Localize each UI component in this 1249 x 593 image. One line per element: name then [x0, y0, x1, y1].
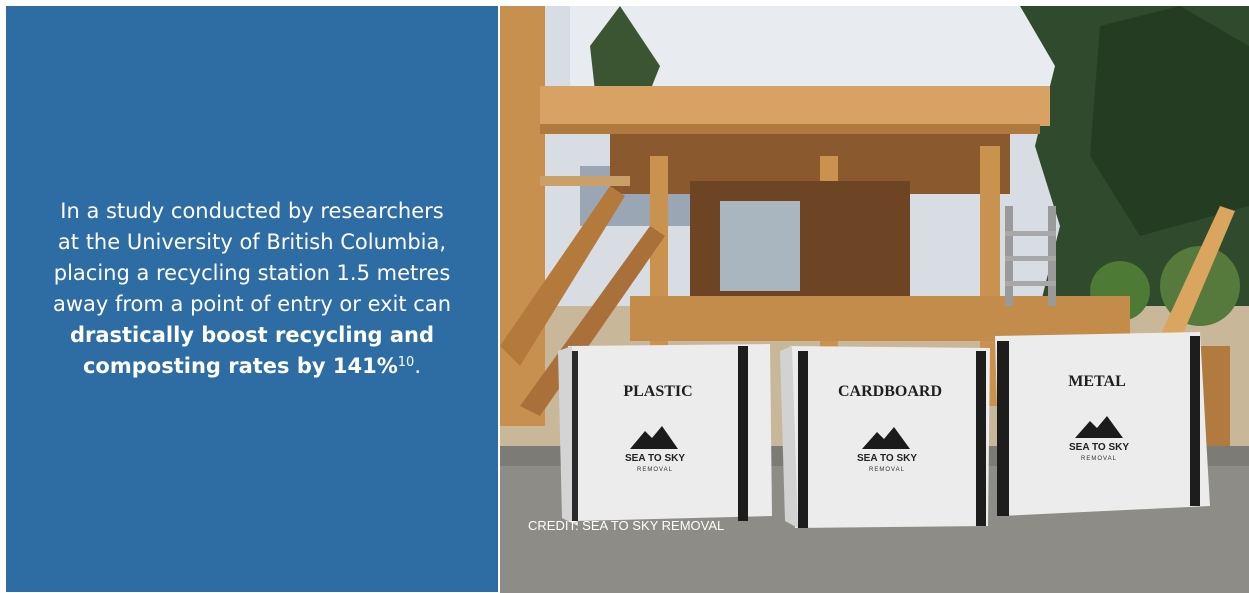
- photo-credit: CREDIT: SEA TO SKY REMOVAL: [528, 518, 724, 533]
- footnote-marker: 10: [397, 355, 415, 370]
- bag-brand: SEA TO SKY: [857, 453, 917, 464]
- bag-brand-sub: REMOVAL: [1081, 456, 1117, 462]
- info-panel: In a study conducted by researchers at t…: [6, 6, 498, 592]
- info-text: In a study conducted by researchers at t…: [17, 196, 487, 382]
- plastic-bag: PLASTIC SEA TO SKY REMOVAL: [558, 344, 772, 526]
- metal-bag: METAL SEA TO SKY REMOVAL: [995, 332, 1210, 516]
- bag-brand: SEA TO SKY: [625, 453, 685, 464]
- recycling-bags-photo: PLASTIC SEA TO SKY REMOVAL CARDBOARD SEA…: [500, 6, 1249, 593]
- cardboard-bag: CARDBOARD SEA TO SKY REMOVAL: [780, 346, 990, 528]
- bag-brand-sub: REMOVAL: [869, 467, 905, 473]
- info-line: away from a point of entry or exit can: [52, 292, 452, 316]
- info-line: placing a recycling station 1.5 metres: [53, 261, 451, 285]
- info-line: In a study conducted by researchers: [60, 199, 444, 223]
- info-bold-line: composting rates by 141%: [82, 354, 398, 378]
- wood-frame: [500, 6, 1235, 476]
- end-punctuation: .: [414, 354, 421, 378]
- info-bold-line: drastically boost recycling and: [69, 323, 435, 347]
- mountain-logo-icon: [630, 426, 678, 449]
- bag-brand: SEA TO SKY: [1069, 442, 1129, 453]
- bag-label-cardboard: CARDBOARD: [838, 383, 942, 400]
- photo-illustration: PLASTIC SEA TO SKY REMOVAL CARDBOARD SEA…: [500, 6, 1249, 593]
- info-line: at the University of British Columbia,: [57, 230, 447, 254]
- mountain-logo-icon: [1075, 416, 1123, 438]
- bag-brand-sub: REMOVAL: [637, 467, 673, 473]
- bag-label-metal: METAL: [1068, 373, 1125, 390]
- mountain-logo-icon: [862, 427, 910, 449]
- bag-label-plastic: PLASTIC: [623, 383, 692, 400]
